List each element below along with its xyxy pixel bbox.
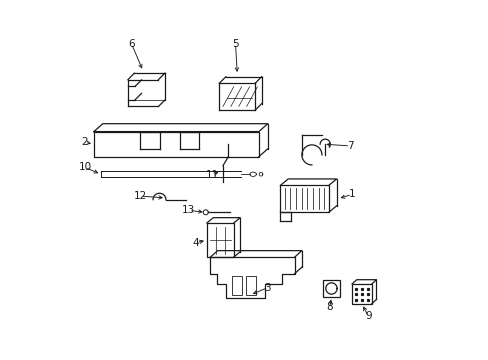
Bar	[206, 223, 233, 257]
Bar	[351, 284, 371, 304]
Text: 8: 8	[326, 302, 332, 312]
Text: 7: 7	[346, 141, 353, 151]
Text: 6: 6	[128, 39, 135, 49]
Text: 3: 3	[264, 283, 270, 293]
Text: 1: 1	[348, 189, 355, 199]
Text: 13: 13	[182, 206, 195, 216]
Text: 12: 12	[134, 191, 147, 201]
Text: 2: 2	[81, 138, 88, 147]
Text: 4: 4	[192, 238, 199, 248]
Bar	[323, 280, 339, 297]
Bar	[280, 185, 328, 212]
Text: 10: 10	[78, 162, 91, 172]
Bar	[94, 132, 258, 157]
Text: 11: 11	[205, 170, 219, 180]
Text: 9: 9	[364, 311, 371, 321]
Bar	[231, 276, 241, 295]
Text: 5: 5	[232, 39, 238, 49]
Bar	[245, 276, 255, 295]
